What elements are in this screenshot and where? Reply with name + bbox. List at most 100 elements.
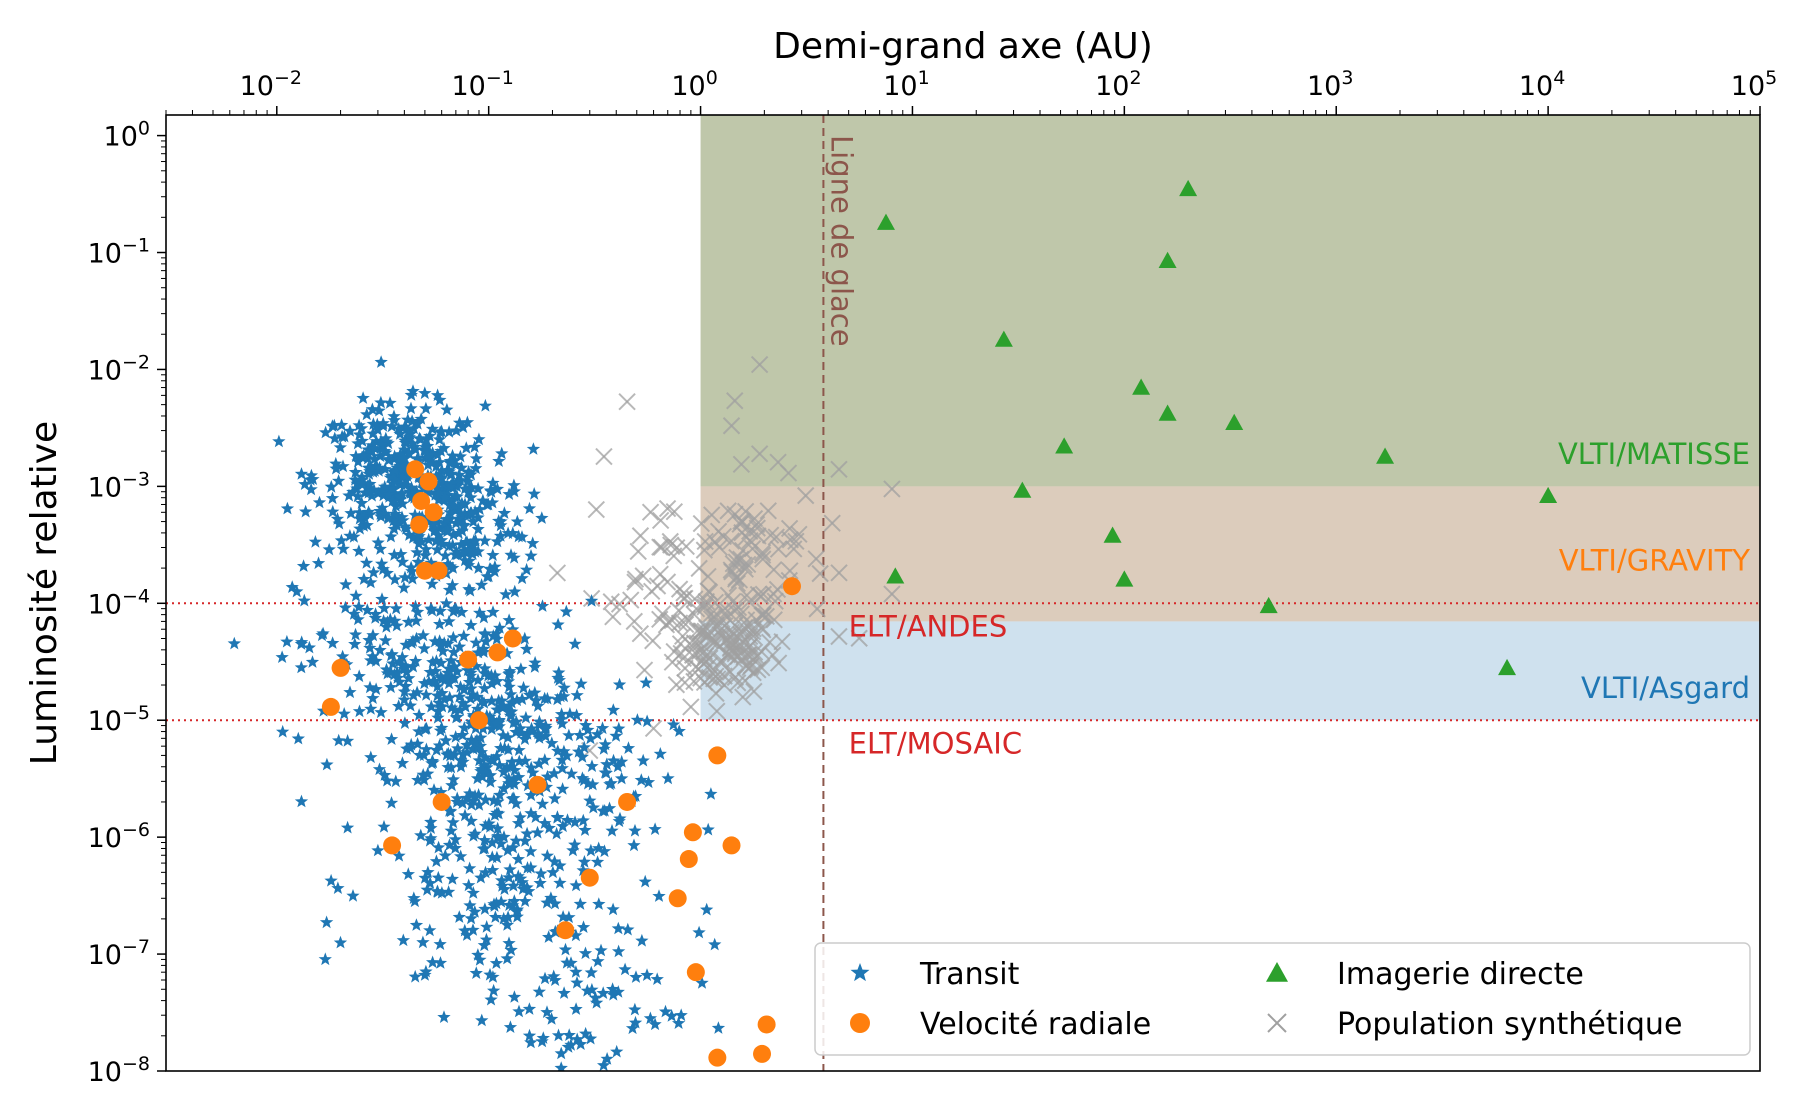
transit-point	[493, 788, 507, 801]
transit-point	[496, 699, 510, 713]
transit-point	[500, 951, 514, 965]
transit-point	[362, 633, 376, 646]
transit-point	[516, 680, 531, 694]
transit-point	[501, 730, 515, 744]
transit-point	[384, 680, 398, 694]
population-synthetique-point	[595, 447, 613, 466]
transit-point	[364, 750, 378, 764]
transit-point	[368, 611, 382, 624]
transit-point	[467, 440, 482, 453]
population-synthetique-point	[765, 611, 783, 629]
transit-point	[348, 637, 362, 650]
transit-point	[573, 728, 587, 741]
transit-point	[635, 933, 649, 947]
transit-point	[458, 923, 472, 937]
transit-point	[332, 516, 346, 530]
transit-point	[375, 592, 389, 605]
transit-point	[515, 530, 529, 543]
transit-point	[442, 676, 456, 690]
transit-point	[464, 618, 478, 631]
population-synthetique-point	[691, 642, 709, 660]
transit-point	[352, 418, 366, 432]
transit-point	[440, 402, 454, 416]
population-synthetique-point	[676, 615, 695, 634]
transit-point	[366, 691, 380, 704]
transit-point	[397, 580, 411, 594]
population-synthetique-point	[830, 460, 848, 478]
vline-label-0: Ligne de glace	[824, 135, 858, 347]
transit-point	[511, 816, 526, 829]
transit-point	[512, 743, 526, 756]
transit-point	[376, 416, 390, 430]
transit-point	[495, 873, 509, 887]
transit-point	[442, 614, 456, 628]
transit-point	[444, 495, 458, 508]
transit-point	[387, 413, 401, 427]
transit-point	[343, 424, 357, 437]
transit-point	[468, 789, 482, 802]
population-synthetique-point	[708, 702, 726, 720]
transit-point	[577, 773, 591, 787]
transit-point	[390, 618, 404, 632]
transit-point	[562, 1028, 576, 1041]
transit-point	[555, 761, 569, 775]
transit-point	[360, 603, 374, 616]
transit-point	[466, 514, 480, 528]
legend-label-population-synthetique: Population synthétique	[1337, 1007, 1682, 1042]
transit-point	[427, 783, 441, 796]
transit-point	[614, 771, 629, 785]
transit-point	[672, 724, 686, 737]
transit-point	[380, 773, 394, 787]
population-synthetique-point	[769, 654, 788, 672]
transit-point	[553, 876, 567, 889]
transit-point	[435, 537, 450, 550]
population-synthetique-point	[703, 506, 721, 524]
population-synthetique-point	[622, 591, 640, 609]
velocite-radiale-point	[469, 711, 488, 730]
transit-point	[430, 884, 444, 898]
transit-point	[518, 631, 532, 645]
transit-point	[501, 674, 516, 688]
transit-point	[544, 1012, 559, 1025]
transit-point	[392, 675, 407, 688]
transit-point	[628, 1002, 642, 1016]
transit-point	[410, 737, 425, 750]
transit-point	[493, 621, 507, 634]
transit-point	[405, 564, 419, 578]
population-synthetique-point	[769, 540, 788, 558]
transit-point	[476, 721, 490, 735]
transit-point	[490, 482, 505, 495]
transit-point	[611, 921, 625, 935]
transit-point	[540, 1005, 554, 1018]
transit-point	[514, 871, 528, 885]
imagerie-directe-point	[886, 567, 905, 584]
transit-point	[426, 517, 440, 531]
transit-point	[562, 728, 576, 742]
transit-point	[442, 425, 456, 438]
imagerie-directe-point	[1103, 526, 1122, 543]
transit-point	[378, 480, 392, 493]
population-synthetique-point	[731, 642, 750, 660]
transit-point	[352, 544, 366, 557]
transit-point	[452, 910, 466, 923]
transit-point	[653, 747, 667, 760]
transit-point	[503, 664, 517, 678]
velocite-radiale-point	[429, 561, 448, 580]
transit-point	[497, 830, 511, 843]
transit-point	[486, 970, 500, 983]
transit-point	[484, 753, 498, 766]
transit-point	[375, 557, 389, 570]
transit-point	[490, 749, 504, 763]
transit-point	[334, 533, 349, 547]
x-tick-label: 101	[883, 67, 929, 102]
transit-point	[576, 863, 590, 877]
transit-point	[506, 840, 520, 854]
transit-point	[352, 600, 366, 613]
transit-point	[501, 910, 515, 924]
transit-point	[364, 702, 378, 715]
transit-point	[442, 539, 457, 552]
transit-point	[491, 693, 506, 707]
transit-point	[429, 743, 444, 756]
transit-point	[507, 894, 521, 907]
transit-point	[625, 1021, 640, 1035]
